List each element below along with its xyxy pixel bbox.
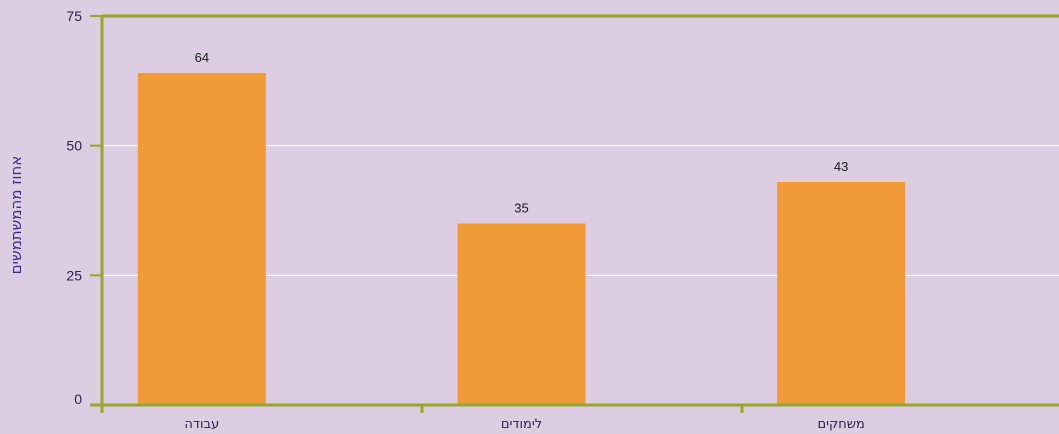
- y-tick-label: 50: [66, 138, 82, 154]
- bars: [137, 73, 906, 405]
- x-tick-label: לימודים: [501, 417, 542, 432]
- bar-value-label: 64: [195, 50, 209, 65]
- labels: 0 25 50 75 64 עבודה 35 לימודים 43 משחקים: [66, 8, 864, 432]
- bar-value-label: 35: [514, 200, 528, 215]
- x-tick-label: משחקים: [818, 417, 865, 432]
- bar: [777, 181, 906, 405]
- y-tick-label: 0: [74, 391, 82, 407]
- y-tick-label: 25: [66, 267, 82, 283]
- bar-value-label: 43: [834, 159, 848, 174]
- axes: [90, 14, 1059, 413]
- y-tick-label: 75: [66, 8, 82, 24]
- x-tick-label: עבודה: [184, 417, 219, 432]
- bar: [137, 73, 266, 405]
- bar: [457, 223, 586, 405]
- y-axis-label: אחוז מהמשתמשים: [7, 156, 25, 275]
